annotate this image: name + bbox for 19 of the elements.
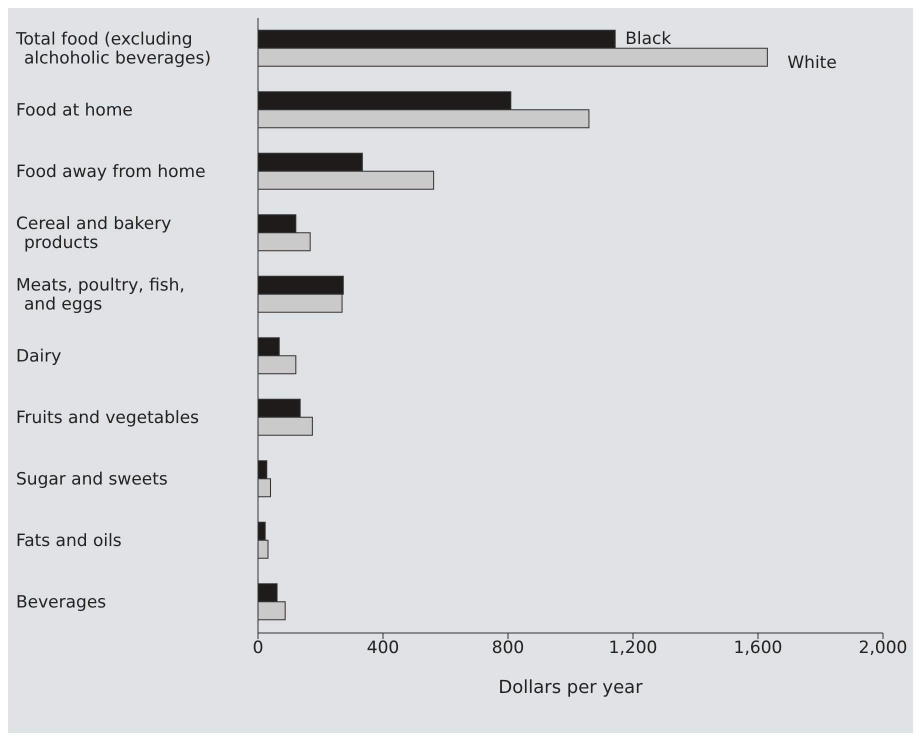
x-tick-label: 400 [366, 638, 400, 658]
y-tick-label: Meats, poultry, fish, and eggs [16, 274, 185, 314]
y-tick-label: Dairy [16, 346, 62, 366]
series-label: White [787, 52, 837, 73]
x-tick-label: 2,000 [858, 638, 908, 658]
x-tick-label: 0 [252, 638, 264, 658]
x-tick-label: 1,200 [608, 638, 658, 658]
y-tick-label: Food away from home [16, 161, 206, 182]
y-tick-label: Sugar and sweets [16, 468, 168, 489]
x-tick-label: 800 [492, 638, 524, 658]
x-axis-title: Dollars per year [498, 677, 644, 698]
y-tick-label: Fats and oils [16, 530, 122, 550]
x-tick-label: 1,600 [734, 638, 782, 658]
y-tick-label: Beverages [16, 592, 106, 612]
y-tick-label: Fruits and vegetables [16, 407, 200, 428]
y-tick-label: Cereal and bakery products [16, 213, 172, 252]
series-label: Black [625, 28, 672, 49]
y-tick-label: Food at home [16, 100, 133, 120]
y-tick-label: Total food (excluding alchoholic beverages) [15, 28, 211, 68]
